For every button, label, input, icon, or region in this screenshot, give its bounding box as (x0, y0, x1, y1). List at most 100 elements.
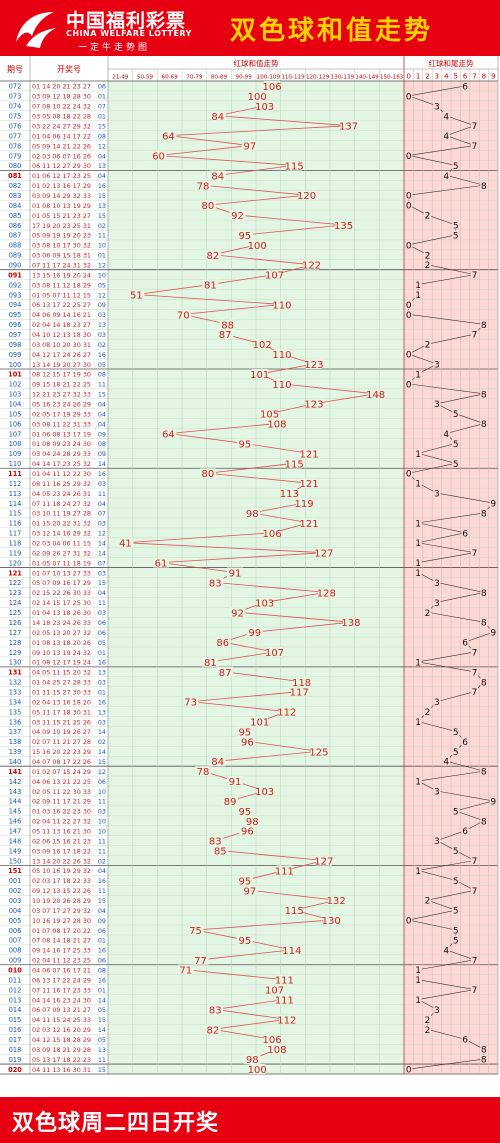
blue-number-cell: 04 (98, 152, 106, 160)
sum-value-bg (256, 100, 273, 111)
tail-trend-segment (418, 532, 466, 544)
sum-value-bg (207, 835, 224, 846)
tail-value-bg (405, 1064, 413, 1074)
sum-value-bg (266, 269, 283, 280)
tail-value-label: 1 (415, 778, 421, 788)
red-numbers-cell: 03 04 24 28 29 33 (32, 450, 91, 458)
tail-trend-segment (418, 661, 475, 673)
red-numbers-cell: 05 09 19 19 20 23 (32, 232, 91, 240)
sum-value-bg (244, 507, 261, 518)
tail-value-bg (442, 131, 450, 141)
tail-value-label: 7 (472, 142, 478, 152)
blue-number-cell: 11 (98, 490, 106, 498)
sum-value-bg (192, 954, 209, 965)
blue-number-cell: 11 (98, 837, 106, 845)
sum-value-bg (117, 537, 134, 548)
blue-number-cell: 10 (98, 827, 106, 835)
red-numbers-cell: 05 11 17 18 30 31 (32, 708, 91, 716)
tail-value-label: 0 (406, 917, 412, 927)
tail-value-bg (423, 250, 432, 260)
tail-value-bg (414, 558, 422, 568)
blue-number-cell: 07 (98, 559, 106, 567)
blue-number-cell: 03 (98, 718, 106, 726)
tail-value-bg (480, 1044, 488, 1054)
sum-trend-segment (215, 582, 327, 593)
tail-value-bg (405, 190, 413, 200)
sum-value-bg (310, 746, 327, 757)
issue-cell: 108 (9, 440, 22, 448)
tail-value-bg (414, 568, 422, 578)
blue-number-cell: 01 (98, 937, 106, 945)
tail-value-bg (489, 796, 497, 806)
red-numbers-cell: 05 09 14 21 22 26 (32, 142, 91, 150)
red-numbers-cell: 06 13 17 22 24 29 (32, 976, 91, 984)
tail-value-bg (414, 995, 422, 1005)
sum-value-label: 91 (229, 777, 242, 788)
red-numbers-cell: 12 21 23 27 32 33 (32, 391, 91, 399)
sum-trend-segment (215, 999, 285, 1010)
red-numbers-cell: 01 04 11 12 22 30 (32, 470, 91, 478)
sum-value-bg (194, 766, 211, 777)
tail-trend-segment (455, 810, 484, 822)
issue-cell: 124 (9, 599, 22, 607)
blue-number-cell: 16 (98, 947, 106, 955)
sum-value-bg (251, 368, 268, 379)
sum-value-label: 105 (260, 410, 279, 421)
tail-value-bg (423, 1024, 432, 1034)
tail-value-bg (461, 826, 469, 836)
tail-value-label: 2 (425, 708, 431, 718)
issue-cell: 109 (9, 450, 22, 458)
sum-trend-segment (158, 145, 250, 156)
sum-value-label: 121 (299, 449, 318, 460)
sum-trend-segment (190, 691, 300, 703)
tail-value-label: 4 (443, 430, 449, 440)
issue-cell: 126 (9, 619, 22, 627)
tail-value-label: 2 (425, 251, 431, 261)
sum-value-label: 98 (246, 817, 259, 828)
red-numbers-cell: 04 14 16 23 24 30 (32, 996, 91, 1004)
tail-value-bg (414, 478, 422, 488)
sum-value-label: 115 (285, 161, 304, 172)
red-numbers-cell: 13 14 19 20 27 30 (32, 361, 91, 369)
sum-trend-segment (254, 621, 352, 633)
header-area (0, 56, 500, 81)
blue-number-cell: 06 (98, 619, 106, 627)
issue-cell: 008 (9, 947, 22, 955)
sum-value-bg (202, 279, 219, 290)
tail-value-label: 7 (472, 668, 478, 678)
tail-value-bg (470, 687, 479, 697)
tail-value-bg (414, 289, 422, 299)
sum-range-label: 130-139 (331, 75, 355, 81)
tail-value-label: 9 (490, 629, 496, 639)
tail-digit-label: 9 (491, 73, 495, 81)
red-numbers-cell: 02 03 04 06 11 15 (32, 540, 91, 548)
tail-value-bg (461, 1034, 469, 1044)
sum-value-label: 60 (152, 151, 165, 162)
sum-value-label: 83 (209, 578, 222, 589)
red-numbers-cell: 04 06 07 16 17 21 (32, 967, 91, 975)
tail-trend-segment (455, 413, 484, 424)
sum-value-label: 112 (277, 708, 296, 719)
sum-value-label: 78 (197, 181, 210, 192)
tail-value-label: 7 (472, 956, 478, 966)
tail-trend-segment (427, 890, 475, 901)
sum-value-bg (241, 140, 258, 151)
sum-value-label: 85 (214, 847, 227, 858)
sum-trend-segment (259, 363, 315, 375)
blue-number-cell: 10 (98, 788, 106, 796)
issue-cell: 135 (9, 708, 22, 716)
sum-value-label: 77 (194, 956, 207, 967)
tail-value-bg (452, 905, 460, 915)
blue-number-cell: 01 (98, 986, 106, 994)
sum-value-bg (207, 1004, 224, 1015)
issue-cell: 085 (9, 212, 22, 220)
tail-value-label: 1 (415, 718, 421, 728)
tail-value-bg (433, 697, 441, 707)
issue-cell: 081 (8, 172, 22, 180)
tail-digit-label: 4 (444, 73, 449, 81)
issue-cell: 110 (9, 460, 22, 468)
red-numbers-cell: 01 05 15 21 23 27 (32, 212, 91, 220)
sum-value-label: 101 (250, 370, 269, 381)
blue-number-cell: 13 (98, 708, 106, 716)
tail-value-bg (470, 885, 479, 895)
